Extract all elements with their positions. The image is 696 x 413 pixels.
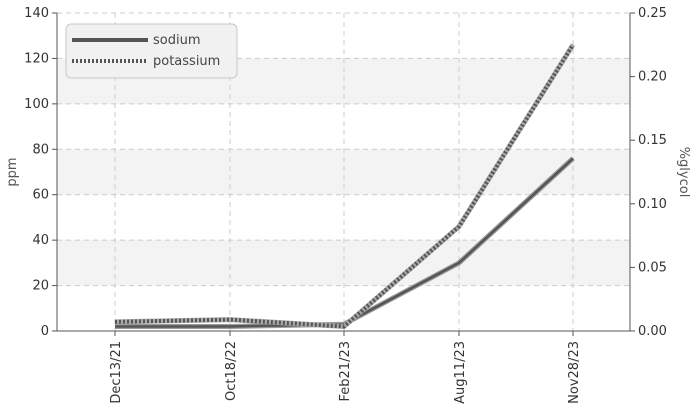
x-tick-label: Aug11/23 bbox=[453, 341, 468, 404]
y-tick-label-right: 0.10 bbox=[638, 197, 667, 212]
x-tick-label: Feb21/23 bbox=[338, 341, 353, 401]
series-line-potassium bbox=[114, 43, 575, 329]
y-tick-label-left: 0 bbox=[41, 324, 49, 339]
y-tick-label-right: 0.20 bbox=[638, 70, 667, 85]
y-tick-label-left: 20 bbox=[32, 279, 49, 294]
x-tick-label: Nov28/23 bbox=[567, 341, 582, 404]
y-axis-label-left: ppm bbox=[5, 157, 20, 186]
y-tick-label-right: 0.00 bbox=[638, 324, 667, 339]
y-tick-label-right: 0.05 bbox=[638, 260, 667, 275]
y-tick-label-left: 40 bbox=[32, 233, 49, 248]
y-tick-label-right: 0.25 bbox=[638, 6, 667, 21]
y-tick-label-left: 120 bbox=[24, 51, 49, 66]
y-axis-label-right: %glycol bbox=[676, 147, 691, 198]
y-tick-label-left: 140 bbox=[24, 6, 49, 21]
series-lines bbox=[114, 43, 576, 329]
legend-box bbox=[65, 23, 238, 79]
y-tick-label-right: 0.15 bbox=[638, 133, 667, 148]
x-tick-label: Dec13/21 bbox=[109, 341, 124, 404]
y-tick-label-left: 60 bbox=[32, 188, 49, 203]
axes: 0 20 40 60 80 100 120 140 0.00 0.05 0.10 0.15 0.20 0.… bbox=[24, 6, 667, 404]
legend-label-sodium: sodium bbox=[153, 33, 201, 48]
y-tick-label-left: 100 bbox=[24, 97, 49, 112]
y-tick-label-left: 80 bbox=[32, 142, 49, 157]
x-tick-label: Oct18/22 bbox=[224, 341, 239, 401]
legend: sodium potassium bbox=[65, 23, 238, 79]
legend-label-potassium: potassium bbox=[153, 54, 220, 69]
